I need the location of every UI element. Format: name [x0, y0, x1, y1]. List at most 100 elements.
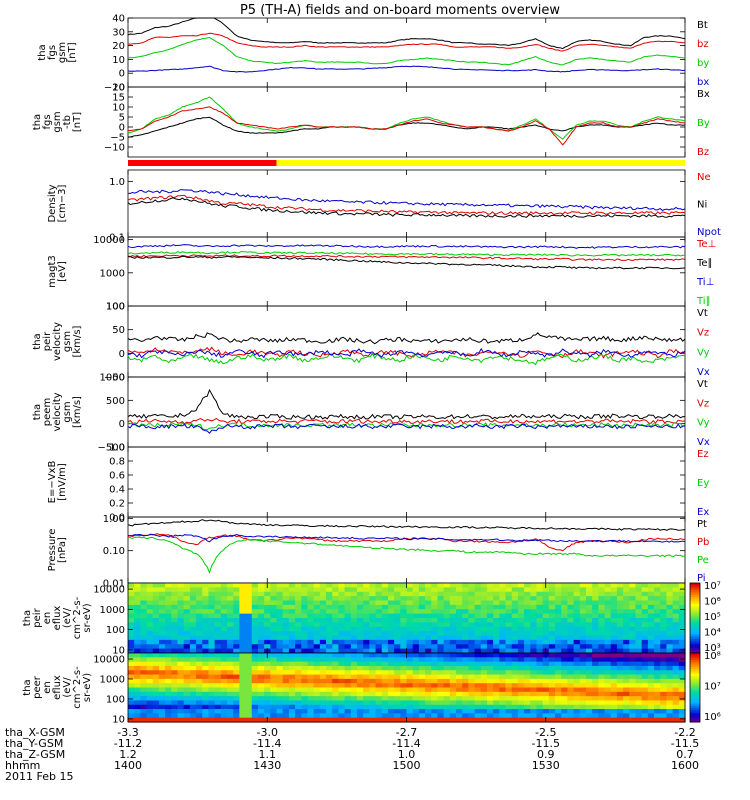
- heatmap-cell: [295, 604, 302, 610]
- heatmap-cell: [592, 713, 599, 719]
- heatmap-cell: [202, 648, 210, 654]
- heatmap-cell: [171, 653, 179, 658]
- heatmap-cell: [561, 709, 569, 714]
- heatmap-cell: [319, 591, 327, 597]
- heatmap-cell: [493, 587, 500, 593]
- heatmap-cell: [635, 648, 643, 654]
- heatmap-cell: [344, 709, 352, 714]
- heatmap-cell: [647, 648, 655, 654]
- heatmap-cell: [208, 631, 216, 637]
- heatmap-cell: [301, 631, 309, 637]
- heatmap-cell: [214, 700, 222, 706]
- heatmap-cell: [474, 648, 482, 654]
- heatmap-cell: [332, 591, 340, 597]
- ylabel-fgs_gse_gsm-3: -tb: [62, 115, 73, 129]
- heatmap-cell: [202, 631, 210, 637]
- heatmap-cell: [647, 683, 655, 689]
- heatmap-cell: [418, 683, 426, 689]
- heatmap-cell: [202, 657, 210, 663]
- heatmap-cell: [499, 583, 507, 588]
- heatmap-cell: [561, 583, 569, 588]
- heatmap-cell: [678, 653, 686, 658]
- heatmap-cell: [425, 696, 432, 702]
- heatmap-cell: [338, 591, 346, 597]
- heatmap-cell: [406, 631, 414, 637]
- heatmap-cell: [208, 713, 216, 719]
- heatmap-cell: [307, 717, 315, 723]
- heatmap-cell: [152, 704, 160, 710]
- heatmap-cell: [326, 600, 333, 606]
- heatmap-cell: [425, 635, 432, 641]
- heatmap-cell: [660, 709, 668, 714]
- heatmap-cell: [381, 635, 389, 641]
- heatmap-cell: [152, 687, 160, 693]
- heatmap-cell: [573, 670, 581, 676]
- heatmap-cell: [431, 587, 439, 593]
- heatmap-cell: [134, 713, 141, 719]
- ylabel-peir_velocity-3: gsm: [62, 331, 73, 352]
- heatmap-cell: [524, 604, 531, 610]
- heatmap-cell: [158, 683, 166, 689]
- heatmap-cell: [276, 583, 284, 588]
- heatmap-cell: [561, 670, 569, 676]
- heatmap-cell: [579, 661, 587, 667]
- heatmap-cell: [332, 696, 340, 702]
- heatmap-cell: [425, 717, 432, 723]
- heatmap-cell: [573, 609, 581, 615]
- heatmap-cell: [678, 596, 686, 602]
- colorbar-segment: [690, 599, 700, 603]
- heatmap-cell: [326, 604, 333, 610]
- heatmap-cell: [524, 639, 531, 645]
- heatmap-cell: [165, 670, 172, 676]
- heatmap-cell: [666, 583, 674, 588]
- heatmap-cell: [548, 657, 556, 663]
- heatmap-cell: [480, 674, 488, 680]
- heatmap-cell: [623, 691, 630, 697]
- heatmap-cell: [505, 709, 513, 714]
- legend-e_vxb-Ex: Ex: [697, 507, 709, 518]
- heatmap-cell: [276, 604, 284, 610]
- ytick-label: 0.6: [109, 471, 125, 482]
- heatmap-cell: [585, 635, 593, 641]
- heatmap-cell: [542, 613, 550, 619]
- heatmap-cell: [406, 691, 414, 697]
- heatmap-cell: [660, 665, 668, 671]
- heatmap-cell: [660, 613, 668, 619]
- heatmap-cell: [598, 661, 606, 667]
- heatmap-cell: [146, 635, 154, 641]
- heatmap-cell: [227, 661, 234, 667]
- heatmap-cell: [288, 709, 296, 714]
- heatmap-cell: [660, 661, 668, 667]
- heatmap-cell: [449, 661, 457, 667]
- heatmap-cell: [530, 661, 538, 667]
- heatmap-cell: [177, 600, 185, 606]
- heatmap-cell: [152, 709, 160, 714]
- heatmap-cell: [610, 587, 618, 593]
- heatmap-cell: [499, 717, 507, 723]
- heatmap-cell: [196, 635, 203, 641]
- heatmap-cell: [140, 674, 148, 680]
- heatmap-cell: [152, 631, 160, 637]
- heatmap-cell: [623, 618, 630, 623]
- heatmap-cell: [505, 609, 513, 615]
- heatmap-cell: [672, 691, 680, 697]
- heatmap-cell: [158, 691, 166, 697]
- heatmap-cell: [158, 631, 166, 637]
- heatmap-cell: [363, 704, 370, 710]
- heatmap-cell: [257, 635, 265, 641]
- heatmap-cell: [449, 648, 457, 654]
- heatmap-cell: [431, 713, 439, 719]
- heatmap-cell: [449, 665, 457, 671]
- heatmap-cell: [177, 665, 185, 671]
- heatmap-cell: [505, 626, 513, 632]
- heatmap-cell: [227, 618, 234, 623]
- heatmap-cell: [573, 709, 581, 714]
- heatmap-cell: [598, 618, 606, 623]
- heatmap-cell: [196, 678, 203, 684]
- heatmap-cell: [319, 600, 327, 606]
- ylabel-fgs_gsm-0: tha: [37, 44, 48, 60]
- heatmap-cell: [468, 631, 476, 637]
- heatmap-cell: [251, 683, 259, 689]
- heatmap-cell: [511, 618, 519, 623]
- heatmap-cell: [456, 648, 463, 654]
